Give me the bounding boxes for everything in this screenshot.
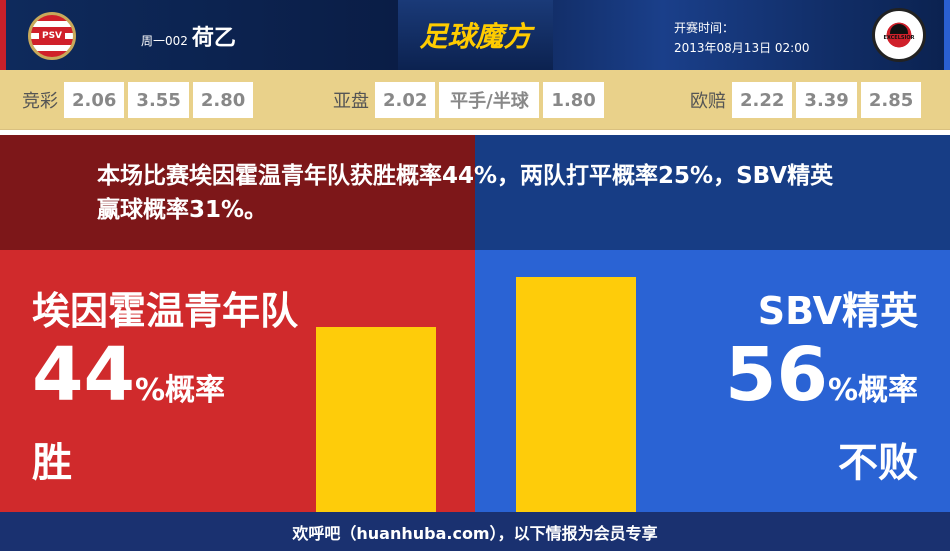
home-result: 胜 bbox=[32, 440, 72, 486]
time-label: 开赛时间： bbox=[674, 21, 735, 35]
home-logo-text: PSV bbox=[38, 30, 66, 42]
summary-text: 本场比赛埃因霍温青年队获胜概率44%，两队打平概率25%，SBV精英赢球概率31… bbox=[97, 163, 834, 223]
odds-label: 竞彩 bbox=[22, 91, 58, 112]
odds-value: 3.55 bbox=[128, 82, 189, 118]
odds-jingcai: 竞彩 2.06 3.55 2.80 bbox=[22, 82, 257, 118]
away-logo-text: S.B.V. EXCELSIOR bbox=[883, 29, 915, 41]
percent-number: 44 bbox=[32, 332, 135, 418]
header: PSV 周一002 荷乙 足球魔方 开赛时间： 2013年08月13日 02:00 … bbox=[0, 0, 950, 70]
home-panel: 埃因霍温青年队 44%概率 胜 bbox=[0, 250, 475, 512]
time-value: 2013年08月13日 02:00 bbox=[674, 41, 810, 55]
footer: 欢呼吧（huanhuba.com），以下情报为会员专享 bbox=[0, 512, 950, 551]
odds-yapan: 亚盘 2.02 平手/半球 1.80 bbox=[333, 82, 608, 118]
odds-bar: 竞彩 2.06 3.55 2.80 亚盘 2.02 平手/半球 1.80 欧赔 … bbox=[0, 70, 950, 130]
away-probability-bar bbox=[516, 277, 636, 512]
league-name: 荷乙 bbox=[191, 26, 236, 51]
away-team-name: SBV精英 bbox=[757, 289, 918, 333]
odds-value: 2.85 bbox=[860, 82, 922, 118]
away-panel: SBV精英 56%概率 不败 bbox=[475, 250, 950, 512]
percent-number: 56 bbox=[724, 332, 828, 418]
odds-value: 2.02 bbox=[375, 82, 436, 118]
away-percent: 56%概率 bbox=[725, 332, 918, 418]
kickoff-time: 开赛时间： 2013年08月13日 02:00 bbox=[674, 18, 809, 58]
brand-logo: 足球魔方 bbox=[398, 0, 553, 70]
home-team-name: 埃因霍温青年队 bbox=[32, 289, 299, 333]
odds-value: 2.80 bbox=[192, 82, 254, 118]
odds-value: 1.80 bbox=[543, 82, 604, 118]
league-info: 周一002 荷乙 bbox=[141, 20, 236, 52]
home-percent: 44%概率 bbox=[32, 332, 225, 418]
odds-value: 2.22 bbox=[732, 82, 793, 118]
home-probability-bar bbox=[316, 327, 436, 512]
home-team-logo: PSV bbox=[28, 12, 76, 60]
odds-value: 2.06 bbox=[64, 82, 125, 118]
percent-unit: %概率 bbox=[134, 373, 226, 408]
odds-oupei: 欧赔 2.22 3.39 2.85 bbox=[690, 82, 925, 118]
away-result: 不败 bbox=[838, 440, 918, 486]
odds-label: 欧赔 bbox=[690, 91, 726, 112]
odds-value: 3.39 bbox=[796, 82, 857, 118]
odds-value: 平手/半球 bbox=[439, 82, 540, 118]
away-team-logo: S.B.V. EXCELSIOR bbox=[872, 8, 926, 62]
percent-unit: %概率 bbox=[827, 373, 918, 408]
summary-banner: 本场比赛埃因霍温青年队获胜概率44%，两队打平概率25%，SBV精英赢球概率31… bbox=[0, 135, 950, 250]
match-code: 周一002 bbox=[141, 34, 188, 48]
odds-label: 亚盘 bbox=[333, 91, 369, 112]
